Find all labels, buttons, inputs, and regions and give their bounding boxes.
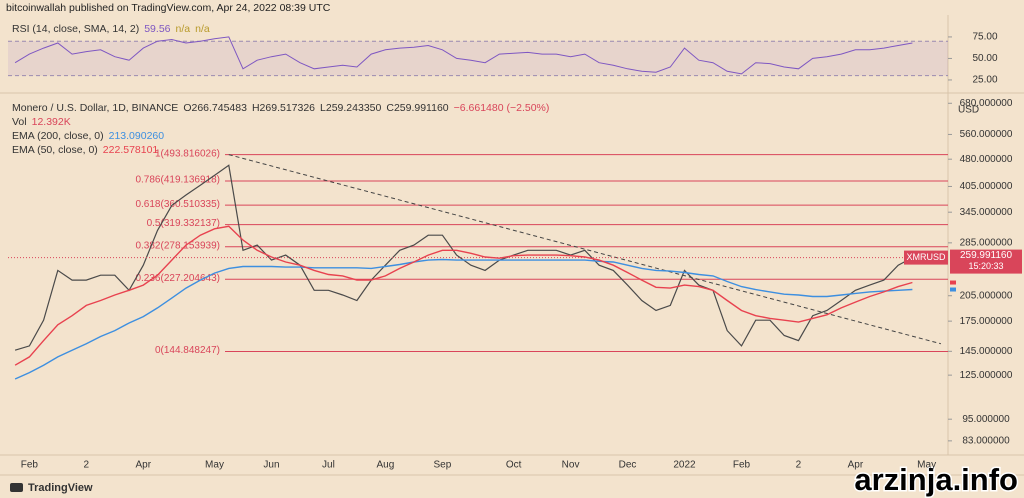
legend-value: 222.578101 (102, 144, 159, 156)
y-tick-label: 285.000000 (960, 237, 1013, 248)
ohlc: O266.745483 (183, 102, 247, 114)
y-tick-label: 75.00 (972, 32, 997, 43)
y-tick-label: 680.000000 (960, 98, 1013, 109)
x-tick-label: May (205, 460, 224, 471)
y-tick-label: 205.000000 (960, 290, 1013, 301)
price-label: 259.991160 (960, 250, 1013, 261)
symbol-label: XMRUSD (906, 252, 946, 262)
change: −6.661480 (−2.50%) (453, 102, 550, 114)
symbol-title: Monero / U.S. Dollar, 1D, BINANCE (12, 102, 179, 114)
ema-badge (950, 287, 956, 292)
x-tick-label: Oct (506, 460, 522, 471)
y-unit: USD (958, 105, 979, 116)
y-tick-label: 405.000000 (960, 181, 1013, 192)
rsi-value: n/a (175, 23, 191, 35)
ohlc: L259.243350 (320, 102, 382, 114)
y-tick-label: 50.00 (972, 53, 997, 64)
x-tick-label: Dec (619, 460, 637, 471)
legend-name: EMA (200, close, 0) (12, 130, 104, 142)
x-tick-label: Apr (136, 460, 152, 471)
timer-label: 15:20:33 (968, 261, 1003, 271)
volume-value: 12.392K (31, 116, 71, 128)
x-tick-label: Sep (433, 460, 451, 471)
legend-value: 213.090260 (108, 130, 165, 142)
x-tick-label: 2 (84, 460, 90, 471)
y-tick-label: 25.00 (972, 75, 997, 86)
ema-legend: EMA (50, close, 0) 222.578101 (12, 144, 158, 156)
x-tick-label: Nov (562, 460, 580, 471)
fib-label: 0.236(227.204643) (135, 273, 220, 284)
x-tick-label: Jul (322, 460, 335, 471)
x-tick-label: Feb (21, 460, 39, 471)
ema-line (14, 258, 913, 380)
x-tick-label: May (917, 460, 936, 471)
trendline (228, 154, 942, 345)
x-tick-label: 2 (796, 460, 802, 471)
y-tick-label: 83.000000 (962, 435, 1010, 446)
y-tick-label: 345.000000 (960, 207, 1013, 218)
volume-legend: Vol 12.392K (12, 116, 71, 128)
brand-logo (10, 483, 23, 492)
rsi-band (8, 41, 948, 76)
price-badge (950, 249, 1022, 274)
header: bitcoinwallah published on TradingView.c… (6, 2, 330, 14)
x-tick-label: Jun (263, 460, 279, 471)
ema-legend: EMA (200, close, 0) 213.090260 (12, 130, 164, 142)
rsi-value: n/a (195, 23, 210, 35)
brand: TradingView (28, 482, 93, 494)
legend-name: EMA (50, close, 0) (12, 144, 98, 156)
rsi-value: 59.56 (144, 23, 171, 35)
y-tick-label: 480.000000 (960, 154, 1013, 165)
ohlc: C259.991160 (386, 102, 449, 114)
x-tick-label: Feb (733, 460, 751, 471)
ema-line (14, 225, 913, 366)
fib-label: 0.786(419.136918) (135, 175, 220, 186)
rsi-line (14, 36, 913, 75)
rsi-legend: RSI (14, close, SMA, 14, 2) 59.56 n/a n/… (12, 23, 210, 35)
ema-badge (950, 280, 956, 285)
y-tick-label: 95.000000 (962, 414, 1010, 425)
symbol-badge (904, 250, 948, 265)
y-tick-label: 560.000000 (960, 129, 1013, 140)
y-tick-label: 145.000000 (960, 346, 1013, 357)
price-legend: Monero / U.S. Dollar, 1D, BINANCE O266.7… (12, 102, 549, 114)
ohlc: H269.517326 (251, 102, 316, 114)
fib-label: 0.382(278.153939) (135, 240, 220, 251)
x-tick-label: Apr (848, 460, 864, 471)
fib-label: 0.618(360.510335) (135, 199, 220, 210)
fib-label: 1(493.816026) (155, 148, 220, 159)
fib-label: 0.5(319.332137) (147, 218, 220, 229)
x-tick-label: Aug (377, 460, 395, 471)
y-tick-label: 175.000000 (960, 316, 1013, 327)
header-text: bitcoinwallah published on TradingView.c… (6, 2, 331, 14)
y-tick-label: 125.000000 (960, 370, 1013, 381)
rsi-title: RSI (14, close, SMA, 14, 2) (12, 23, 140, 35)
watermark: arzinja.info (854, 462, 1018, 497)
fib-label: 0(144.848247) (155, 345, 220, 356)
volume-label: Vol (12, 116, 27, 128)
x-tick-label: 2022 (673, 460, 696, 471)
